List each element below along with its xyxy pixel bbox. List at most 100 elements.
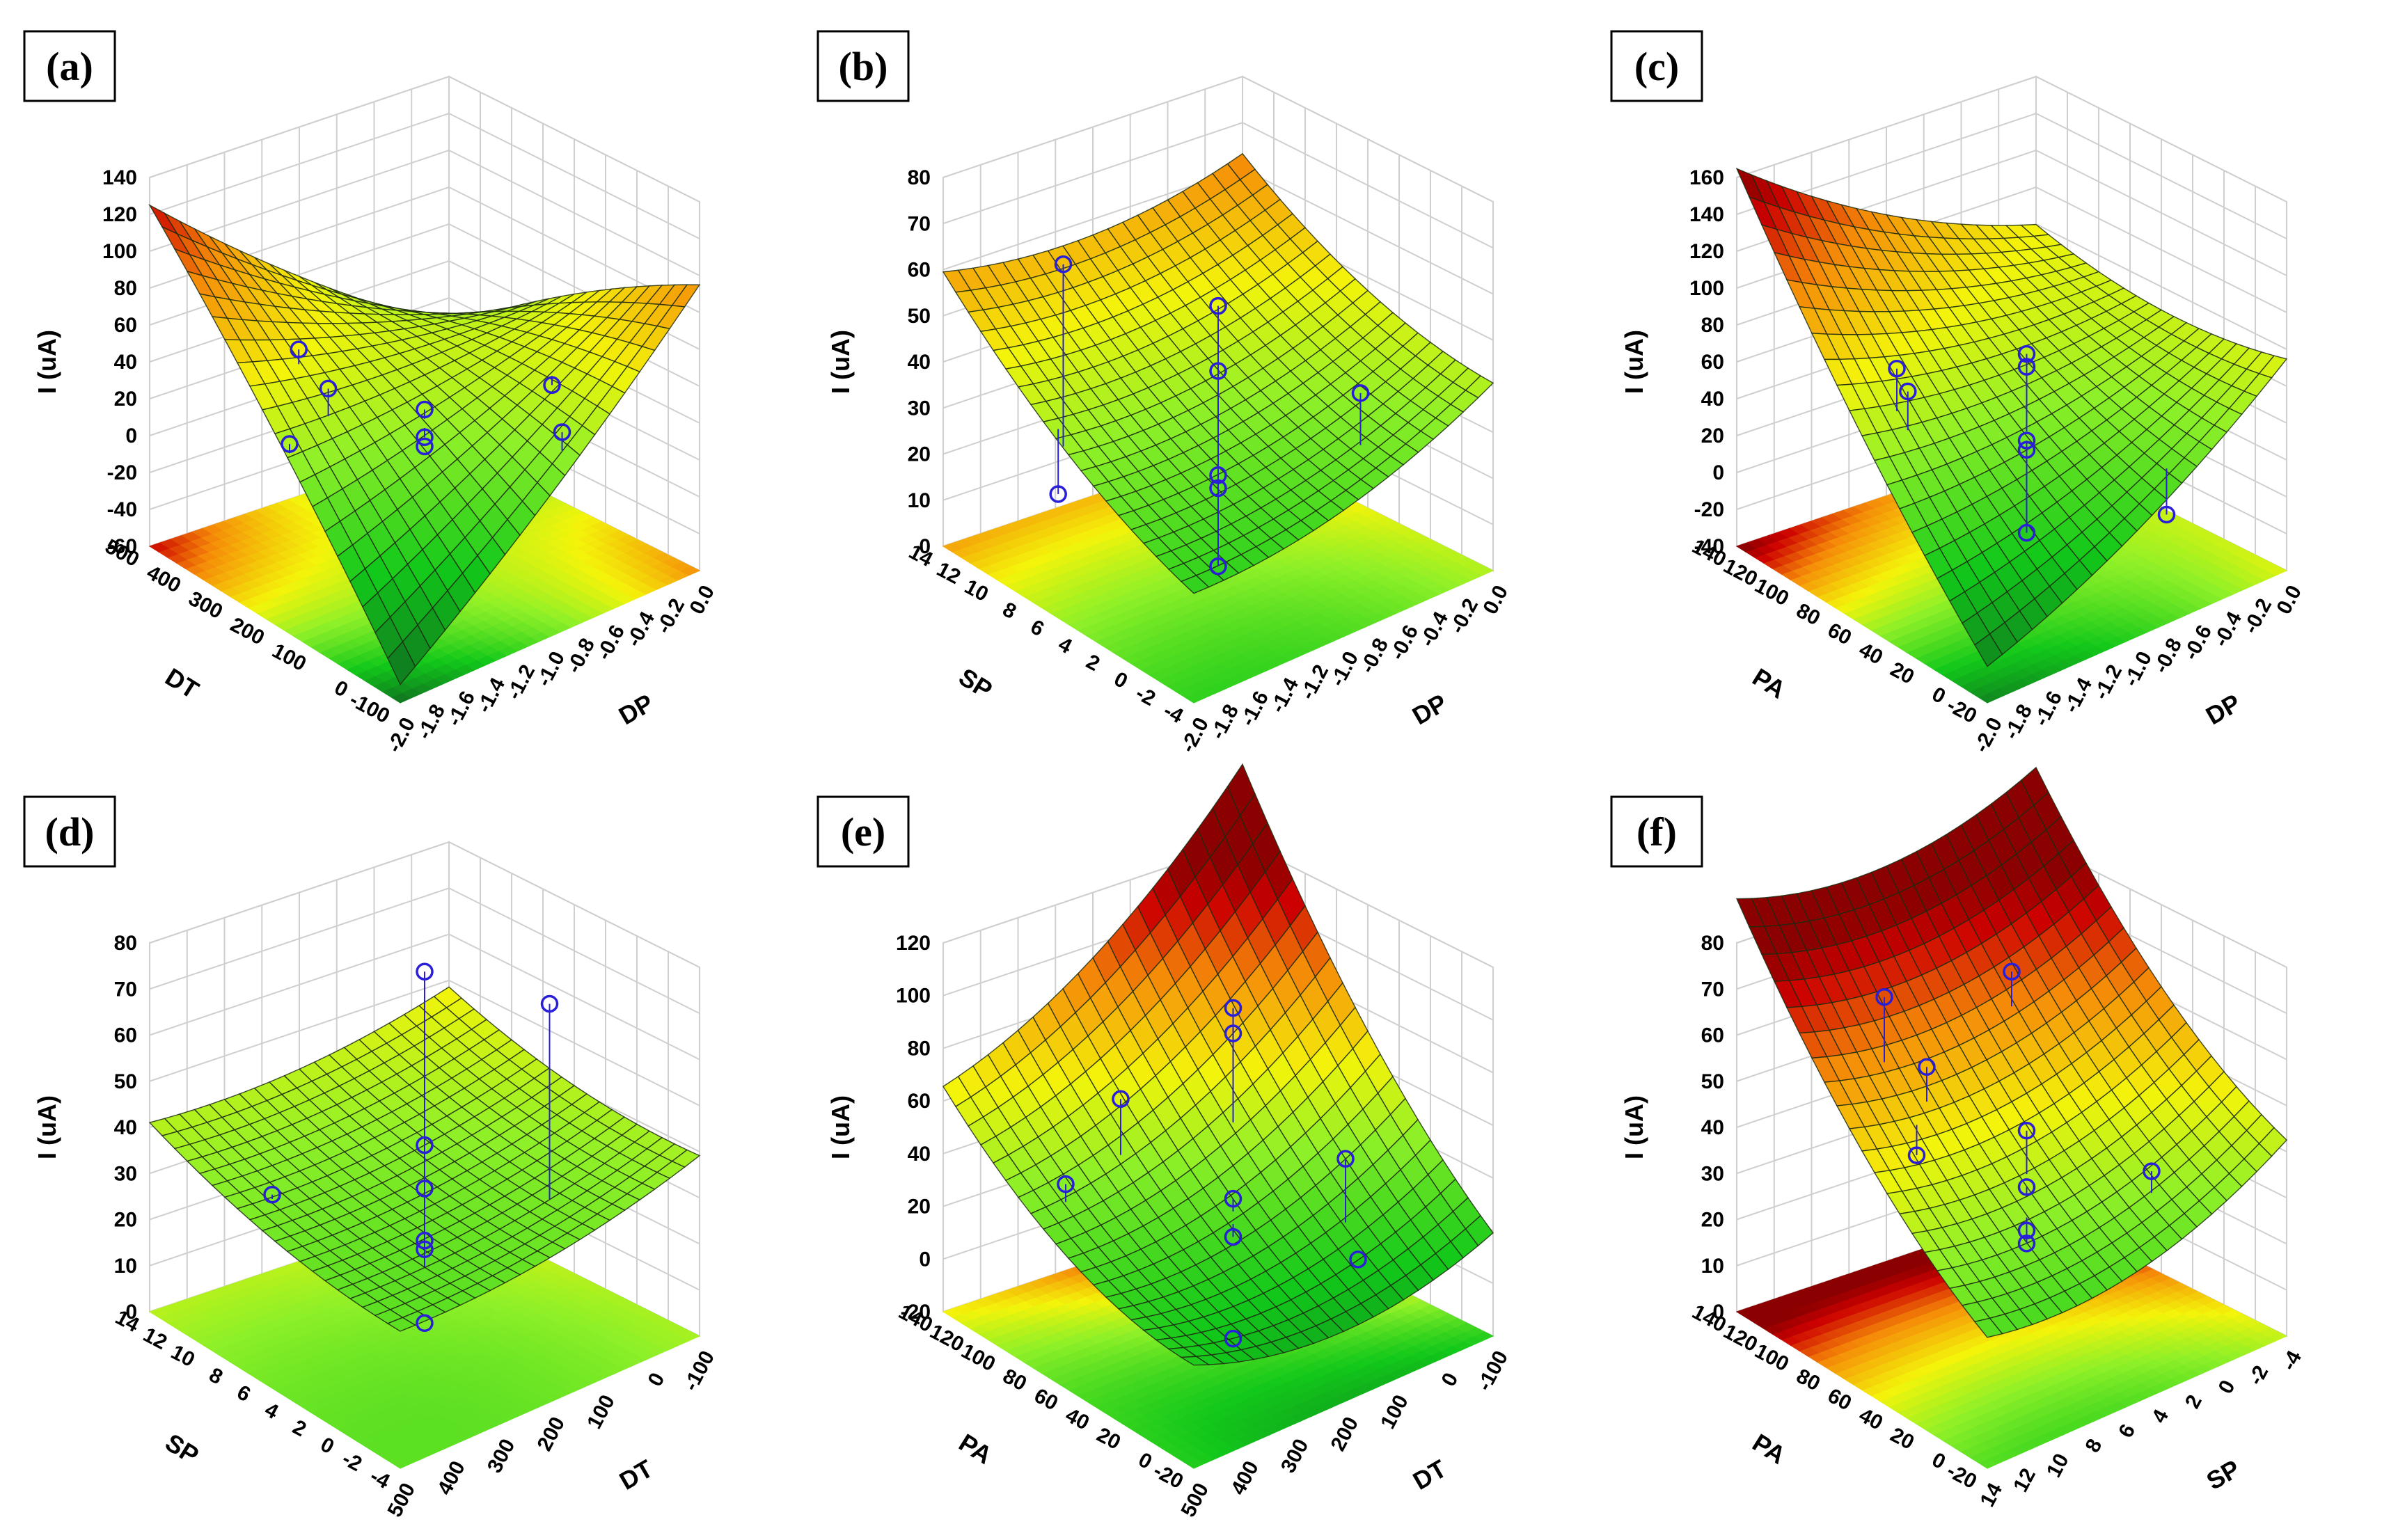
x-axis-label: DP xyxy=(614,688,658,731)
panel-label: (a) xyxy=(46,44,93,89)
y-tick-label: 100 xyxy=(1751,574,1793,611)
x-tick-label: -1.0 xyxy=(2120,648,2156,690)
x-tick-label: -1.4 xyxy=(473,674,510,717)
z-tick-label: 50 xyxy=(908,305,931,328)
x-tick-label: -1.2 xyxy=(2090,661,2127,704)
y-tick-label: 6 xyxy=(1027,615,1048,641)
x-tick-label: -0.4 xyxy=(2209,608,2247,651)
x-tick-label: -0.4 xyxy=(1416,608,1453,651)
z-tick-label: 60 xyxy=(1701,351,1724,374)
x-tick-label: -0.6 xyxy=(2179,621,2216,664)
y-tick-label: 80 xyxy=(1792,599,1824,630)
x-tick-label: 0.0 xyxy=(2272,582,2306,618)
z-axis-label: I (uA) xyxy=(33,330,61,394)
y-tick-label: 8 xyxy=(999,598,1020,624)
x-tick-label: -0.8 xyxy=(562,635,599,677)
y-tick-label: 4 xyxy=(1055,633,1076,658)
x-tick-label: -2.0 xyxy=(1970,714,2007,756)
z-tick-label: 10 xyxy=(908,489,931,512)
x-tick-label: 0.0 xyxy=(685,582,719,618)
x-tick-label: -0.8 xyxy=(2150,635,2186,677)
x-tick-label: -1.8 xyxy=(2000,701,2037,743)
y-tick-label: -20 xyxy=(1943,694,1980,728)
x-tick-label: -0.2 xyxy=(1446,595,1483,637)
y-tick-label: 100 xyxy=(269,640,310,676)
x-tick-label: -2.0 xyxy=(1176,714,1213,756)
x-tick-label: -1.2 xyxy=(1296,661,1333,704)
x-tick-label: -2.0 xyxy=(383,714,420,756)
x-tick-label: -0.6 xyxy=(592,621,629,664)
z-tick-label: 70 xyxy=(908,212,931,235)
x-tick-label: -0.4 xyxy=(622,608,660,651)
y-tick-label: -2 xyxy=(1132,682,1159,711)
z-tick-label: 30 xyxy=(908,397,931,420)
z-tick-label: 140 xyxy=(1689,203,1724,226)
y-tick-label: 14 xyxy=(905,540,936,571)
x-tick-label: -1.6 xyxy=(1236,688,1273,730)
y-tick-label: 20 xyxy=(1886,658,1918,689)
x-tick-label: -1.4 xyxy=(1266,674,1304,717)
z-tick-label: 40 xyxy=(1701,388,1724,411)
z-tick-label: -40 xyxy=(107,498,137,521)
z-tick-label: -20 xyxy=(107,461,137,484)
x-tick-label: -1.6 xyxy=(2030,688,2067,730)
z-tick-label: 60 xyxy=(908,259,931,282)
z-tick-label: 0 xyxy=(1712,461,1724,484)
y-axis-label: PA xyxy=(1748,662,1791,704)
x-tick-label: -1.4 xyxy=(2060,674,2097,717)
x-tick-label: -1.8 xyxy=(413,701,450,743)
z-tick-label: 60 xyxy=(114,314,137,337)
x-axis-label: DP xyxy=(2201,688,2246,731)
y-tick-label: 60 xyxy=(1824,619,1855,650)
z-tick-label: 40 xyxy=(114,351,137,374)
z-tick-label: 40 xyxy=(908,351,931,374)
z-tick-label: 80 xyxy=(908,166,931,189)
panel-label: (c) xyxy=(1634,44,1679,89)
y-tick-label: 40 xyxy=(1855,638,1886,669)
y-axis-label: DT xyxy=(160,662,203,704)
x-tick-label: -0.8 xyxy=(1356,635,1393,677)
y-tick-label: 2 xyxy=(1082,650,1103,676)
x-tick-label: -1.0 xyxy=(533,648,569,690)
y-tick-label: 10 xyxy=(961,575,992,606)
y-tick-label: 0 xyxy=(1110,667,1131,693)
y-tick-label: 200 xyxy=(227,613,269,650)
z-tick-label: 20 xyxy=(1701,424,1724,447)
y-axis-label: SP xyxy=(954,662,997,704)
z-tick-label: 100 xyxy=(102,240,137,263)
y-tick-label: -4 xyxy=(1160,699,1187,729)
z-tick-label: -20 xyxy=(1694,498,1724,521)
x-tick-label: -1.8 xyxy=(1206,701,1243,743)
z-tick-label: 120 xyxy=(1689,240,1724,263)
x-tick-label: 0.0 xyxy=(1478,582,1513,618)
z-tick-label: 20 xyxy=(908,443,931,466)
x-tick-label: -0.6 xyxy=(1386,621,1423,664)
x-tick-label: -1.2 xyxy=(503,661,539,704)
z-axis-label: I (uA) xyxy=(826,330,855,394)
z-tick-label: 120 xyxy=(102,203,137,226)
y-tick-label: 0 xyxy=(1928,683,1949,708)
panel-b: 80 70 60 50 40 30 20 10 0 I (uA) 0.0-0.2-0.4-0.6-0… xyxy=(817,30,1513,756)
z-tick-label: 80 xyxy=(114,277,137,300)
x-tick-label: -1.6 xyxy=(443,688,480,730)
z-tick-label: 0 xyxy=(125,424,137,447)
y-tick-label: 0 xyxy=(331,676,352,702)
z-axis-label: I (uA) xyxy=(1620,330,1648,394)
z-tick-label: 160 xyxy=(1689,166,1724,189)
z-tick-label: 140 xyxy=(102,166,137,189)
x-tick-label: -0.2 xyxy=(2239,595,2276,637)
z-tick-label: 80 xyxy=(1701,314,1724,337)
panel-label: (b) xyxy=(839,44,888,89)
z-tick-label: 20 xyxy=(114,388,137,411)
z-tick-label: 100 xyxy=(1689,277,1724,300)
x-tick-label: -0.2 xyxy=(652,595,689,637)
y-tick-label: 400 xyxy=(143,561,185,598)
y-tick-label: 12 xyxy=(933,557,964,589)
x-tick-label: -1.0 xyxy=(1326,648,1363,690)
y-tick-label: 300 xyxy=(185,587,227,624)
